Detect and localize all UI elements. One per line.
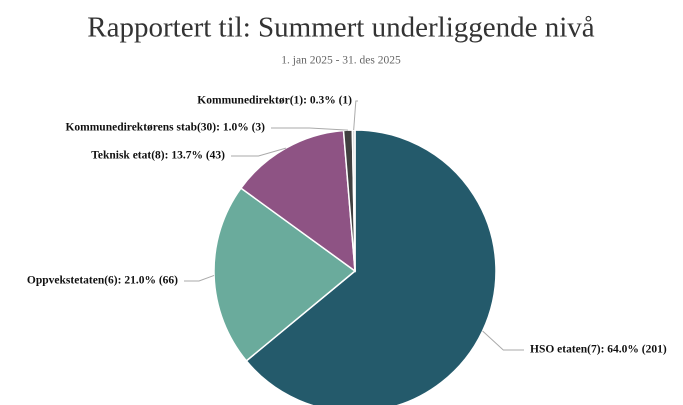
- pie-slice: [213, 187, 357, 362]
- leader-line: [353, 100, 358, 131]
- slice-label: Teknisk etat(8): 13.7% (43): [91, 150, 225, 162]
- slice-label: Kommunedirektør(1): 0.3% (1): [197, 95, 352, 107]
- chart-subtitle: 1. jan 2025 - 31. des 2025: [281, 55, 401, 67]
- leader-line: [184, 274, 215, 282]
- leader-line: [271, 127, 348, 131]
- leader-line: [231, 147, 287, 157]
- slice-label: Oppvekstetaten(6): 21.0% (66): [27, 275, 178, 287]
- leader-line: [482, 330, 524, 351]
- chart-title: Rapportert til: Summert underliggende ni…: [87, 12, 595, 44]
- slice-label: HSO etaten(7): 64.0% (201): [530, 344, 667, 356]
- slice-label: Kommunedirektørens stab(30): 1.0% (3): [65, 122, 265, 134]
- pie-slice: [239, 129, 356, 273]
